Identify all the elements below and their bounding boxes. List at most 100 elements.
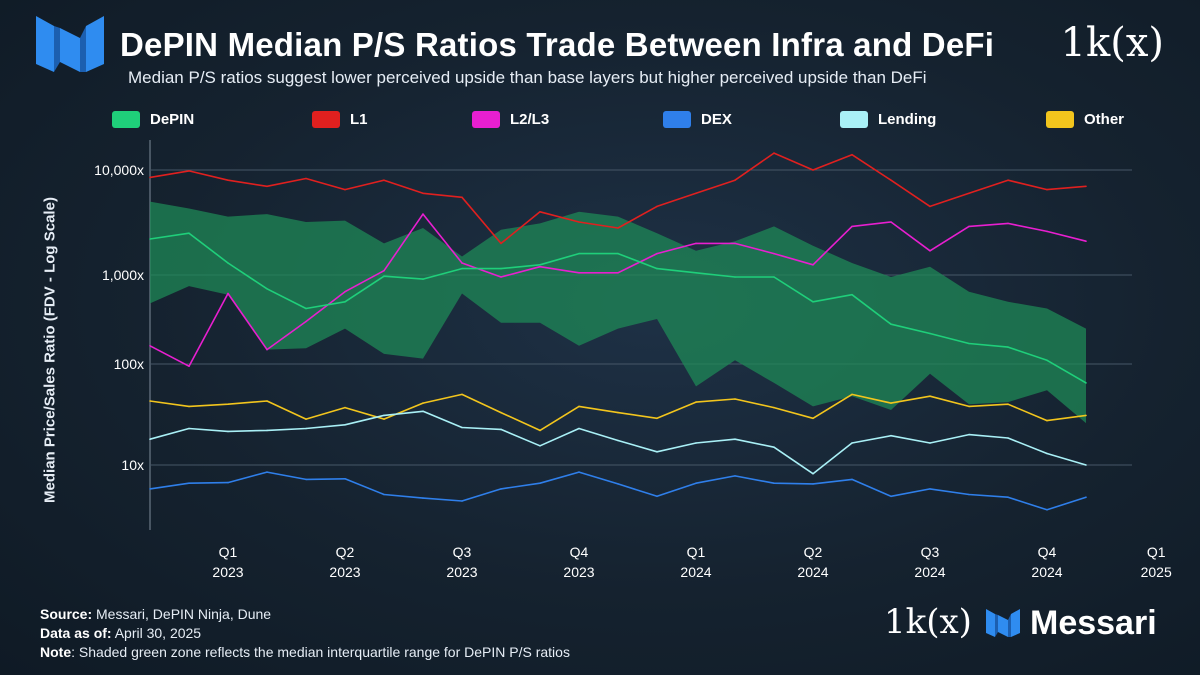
chart-title: DePIN Median P/S Ratios Trade Between In… <box>120 26 995 63</box>
data-point-depin <box>1085 382 1087 384</box>
data-point-l2l3 <box>695 242 697 245</box>
data-point-other <box>383 418 385 420</box>
messari-logo-icon <box>986 609 1020 637</box>
data-point-lending <box>1085 464 1087 466</box>
footer-note: Note: Shaded green zone reflects the med… <box>40 644 570 660</box>
data-point-l2l3 <box>266 348 268 351</box>
data-point-depin <box>461 267 463 270</box>
x-tick-label: Q4 <box>570 544 589 560</box>
data-point-l1 <box>383 179 385 181</box>
data-point-l1 <box>773 152 775 154</box>
data-point-other <box>149 400 151 402</box>
data-point-dex <box>149 488 151 490</box>
legend-item-depin: DePIN <box>112 111 194 128</box>
data-point-l2l3 <box>344 290 346 293</box>
data-point-lending <box>851 442 853 444</box>
x-tick-label: Q1 <box>219 544 238 560</box>
x-tick-sublabel: 2024 <box>914 564 945 580</box>
series-line-dex <box>149 471 1087 511</box>
data-point-lending <box>149 438 151 441</box>
data-point-dex <box>422 497 424 499</box>
data-point-l1 <box>500 242 502 245</box>
data-point-depin <box>578 252 580 255</box>
data-point-dex <box>968 493 970 496</box>
data-point-other <box>227 403 229 406</box>
data-point-lending <box>773 446 775 449</box>
messari-m-icon <box>36 16 104 72</box>
data-point-depin <box>266 288 268 290</box>
data-point-lending <box>461 426 463 429</box>
data-point-lending <box>617 439 619 442</box>
data-point-dex <box>266 471 268 473</box>
data-point-lending <box>539 445 541 447</box>
legend-swatch-lending <box>840 111 868 128</box>
data-point-lending <box>266 429 268 432</box>
x-tick-sublabel: 2023 <box>329 564 360 580</box>
data-point-l1 <box>344 188 346 191</box>
legend-swatch-other <box>1046 111 1074 128</box>
data-point-l2l3 <box>1085 240 1087 242</box>
data-point-lending <box>1007 437 1009 439</box>
data-point-depin <box>734 276 736 278</box>
chart-subtitle: Median P/S ratios suggest lower perceive… <box>128 68 927 87</box>
data-point-other <box>500 411 502 414</box>
data-point-l2l3 <box>734 242 736 245</box>
data-point-depin <box>890 323 892 326</box>
data-point-dex <box>461 500 463 502</box>
data-point-l2l3 <box>1046 230 1048 233</box>
data-point-l1 <box>149 176 151 179</box>
data-point-depin <box>773 276 775 278</box>
footer-brand-messari: Messari <box>1030 604 1157 642</box>
data-point-other <box>656 417 658 420</box>
x-tick-label: Q3 <box>453 544 472 560</box>
footer-brand-1kx: 1k(x) <box>884 602 972 642</box>
data-point-other <box>539 429 541 432</box>
data-point-l1 <box>188 170 190 172</box>
data-point-l2l3 <box>227 292 229 295</box>
data-point-l2l3 <box>149 345 151 347</box>
legend-label-l1: L1 <box>350 111 368 128</box>
x-tick-sublabel: 2024 <box>680 564 711 580</box>
data-point-l2l3 <box>500 276 502 278</box>
data-point-other <box>578 405 580 408</box>
data-point-dex <box>578 471 580 473</box>
data-point-l1 <box>461 196 463 199</box>
data-point-dex <box>695 482 697 485</box>
data-point-l2l3 <box>461 262 463 264</box>
legend-label-depin: DePIN <box>150 111 195 128</box>
data-point-other <box>344 406 346 409</box>
data-point-dex <box>734 475 736 477</box>
data-point-other <box>890 402 892 404</box>
footer-notes: Source: Messari, DePIN Ninja, Dune Data … <box>40 605 570 662</box>
data-point-lending <box>812 472 814 475</box>
legend-label-l2l3: L2/L3 <box>510 111 550 128</box>
data-point-lending <box>656 451 658 453</box>
x-tick-sublabel: 2024 <box>797 564 828 580</box>
data-point-l2l3 <box>422 213 424 215</box>
data-point-lending <box>305 427 307 430</box>
data-point-l2l3 <box>383 269 385 272</box>
data-point-other <box>929 395 931 398</box>
data-point-l2l3 <box>617 272 619 274</box>
data-point-lending <box>968 433 970 436</box>
x-tick-label: Q1 <box>1147 544 1166 560</box>
legend: DePIN L1 L2/L3 DEX Lending Other <box>0 111 1200 131</box>
data-point-l2l3 <box>773 252 775 255</box>
data-point-l1 <box>656 205 658 208</box>
data-point-l1 <box>1085 185 1087 188</box>
legend-swatch-dex <box>663 111 691 128</box>
data-point-depin <box>812 301 814 303</box>
data-point-other <box>734 398 736 400</box>
data-point-depin <box>968 342 970 345</box>
legend-label-dex: DEX <box>701 111 732 128</box>
data-point-lending <box>695 442 697 444</box>
data-point-depin <box>422 278 424 280</box>
legend-swatch-l2l3 <box>472 111 500 128</box>
footer-source: Source: Messari, DePIN Ninja, Dune <box>40 606 272 622</box>
data-point-other <box>968 405 970 408</box>
data-point-dex <box>890 495 892 498</box>
data-point-depin <box>929 332 931 335</box>
brand-1kx: 1k(x) <box>1060 20 1164 66</box>
data-point-dex <box>1007 496 1009 499</box>
data-point-dex <box>500 488 502 490</box>
